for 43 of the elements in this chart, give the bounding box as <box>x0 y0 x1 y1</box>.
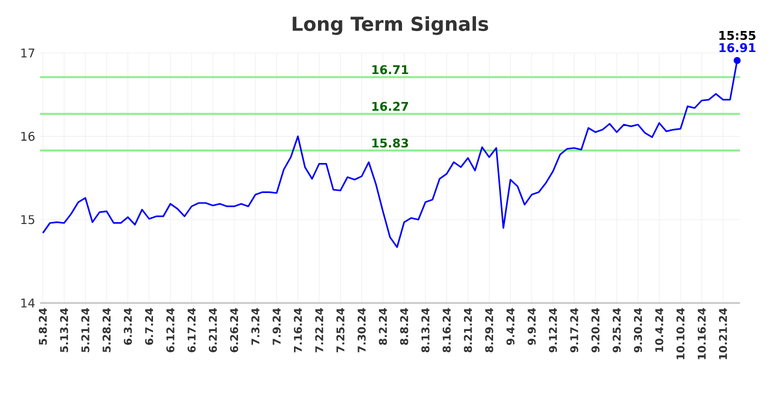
x-tick-label: 8.13.24 <box>421 308 430 352</box>
x-tick-label: 7.16.24 <box>294 308 302 352</box>
x-tick-label: 9.25.24 <box>612 308 621 352</box>
annotation: 16.91 <box>720 43 756 52</box>
y-tick-label: 14 <box>21 298 35 308</box>
y-tick-label: 16 <box>21 132 35 141</box>
x-tick-label: 10.21.24 <box>718 308 728 360</box>
x-tick-label: 6.7.24 <box>145 308 154 345</box>
x-tick-label: 6.12.24 <box>166 308 174 352</box>
x-tick-label: 9.30.24 <box>634 308 642 352</box>
y-tick-label: 15 <box>21 215 34 224</box>
x-tick-label: 8.21.24 <box>464 308 472 352</box>
x-tick-label: 5.8.24 <box>38 308 47 345</box>
x-tick-label: 5.21.24 <box>81 308 90 352</box>
x-tick-label: 8.8.24 <box>400 308 408 345</box>
x-tick-label: 7.9.24 <box>272 308 281 345</box>
ref-line-label: 16.71 <box>372 65 408 74</box>
x-tick-label: 10.4.24 <box>655 308 664 352</box>
chart-title: Long Term Signals <box>292 16 488 35</box>
x-tick-label: 9.17.24 <box>570 308 578 352</box>
x-tick-label: 6.17.24 <box>188 308 196 352</box>
x-tick-label: 6.21.24 <box>208 308 217 352</box>
x-tick-label: 9.9.24 <box>528 308 536 345</box>
x-tick-label: 7.22.24 <box>315 308 324 352</box>
ref-line-label: 16.27 <box>372 102 408 111</box>
x-tick-label: 8.2.24 <box>378 308 387 345</box>
x-tick-label: 6.3.24 <box>124 308 132 345</box>
x-tick-label: 10.10.24 <box>676 308 685 360</box>
x-tick-label: 10.16.24 <box>698 308 706 360</box>
x-tick-label: 7.3.24 <box>251 308 260 345</box>
x-tick-label: 9.4.24 <box>506 308 514 345</box>
x-tick-label: 9.20.24 <box>591 308 600 352</box>
ref-line-label: 15.83 <box>372 138 408 148</box>
x-tick-label: 8.29.24 <box>485 308 494 352</box>
x-tick-label: 5.28.24 <box>102 308 111 352</box>
text: 15:55 <box>719 31 756 40</box>
x-tick-label: 7.25.24 <box>336 308 344 352</box>
x-tick-label: 8.16.24 <box>442 308 451 352</box>
x-tick-label: 5.13.24 <box>60 308 68 352</box>
x-tick-label: 7.30.24 <box>358 308 366 352</box>
y-tick-label: 17 <box>21 48 34 58</box>
x-tick-label: 9.12.24 <box>548 308 557 352</box>
x-tick-label: 6.26.24 <box>230 308 238 352</box>
